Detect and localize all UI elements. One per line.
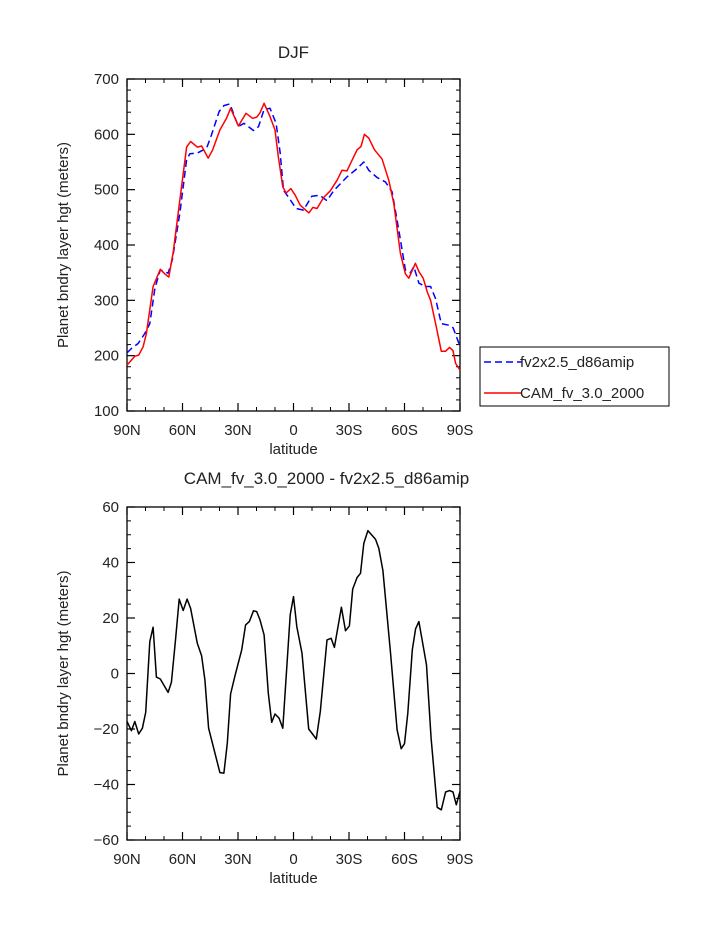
y-tick-label: 60	[102, 499, 119, 516]
x-tick-label: 90N	[113, 851, 141, 868]
x-axis-label: latitude	[269, 870, 317, 887]
x-tick-label: 60N	[169, 422, 197, 439]
y-tick-label: −60	[94, 832, 119, 849]
legend-label: fv2x2.5_d86amip	[520, 354, 634, 371]
y-axis-label: Planet bndry layer hgt (meters)	[55, 142, 72, 348]
y-tick-label: 20	[102, 610, 119, 627]
y-tick-label: 0	[111, 666, 119, 683]
x-tick-label: 60N	[169, 851, 197, 868]
y-tick-label: 200	[94, 348, 119, 365]
y-tick-label: 400	[94, 237, 119, 254]
x-tick-label: 90S	[447, 422, 474, 439]
x-tick-label: 30S	[336, 851, 363, 868]
x-axis-label: latitude	[269, 441, 317, 458]
y-tick-label: 600	[94, 126, 119, 143]
x-tick-label: 60S	[391, 851, 418, 868]
y-tick-label: 500	[94, 182, 119, 199]
series-line-difference	[126, 529, 461, 811]
plot-frame	[126, 78, 461, 412]
plot-1: 90N 60N 30N 0 30S 60S 90S 100 200 300 400 500 600 700…	[55, 43, 670, 458]
y-tick-label: 100	[94, 403, 119, 420]
legend: fv2x2.5_d86amip CAM_fv_3.0_2000	[479, 346, 670, 407]
y-tick-label: −40	[94, 777, 119, 794]
y-axis-label: Planet bndry layer hgt (meters)	[55, 571, 72, 777]
chart-title: CAM_fv_3.0_2000 - fv2x2.5_d86amip	[184, 469, 469, 488]
x-tick-label: 30S	[336, 422, 363, 439]
series-line-CAM_fv_3.0_2000	[126, 102, 461, 371]
y-tick-label: −20	[94, 721, 119, 738]
x-tick-label: 30N	[224, 422, 252, 439]
legend-box	[479, 346, 670, 407]
x-tick-label: 60S	[391, 422, 418, 439]
x-tick-label: 90N	[113, 422, 141, 439]
legend-label: CAM_fv_3.0_2000	[520, 385, 644, 402]
y-tick-label: 700	[94, 71, 119, 88]
chart-title: DJF	[278, 43, 309, 62]
y-tick-label: 40	[102, 555, 119, 572]
y-tick-label: 300	[94, 292, 119, 309]
x-tick-label: 0	[289, 851, 297, 868]
x-tick-label: 30N	[224, 851, 252, 868]
plot-2: 90N 60N 30N 0 30S 60S 90S −60 −40 −20 0 20 40 60 CAM_f…	[55, 469, 473, 887]
x-tick-label: 90S	[447, 851, 474, 868]
x-tick-label: 0	[289, 422, 297, 439]
